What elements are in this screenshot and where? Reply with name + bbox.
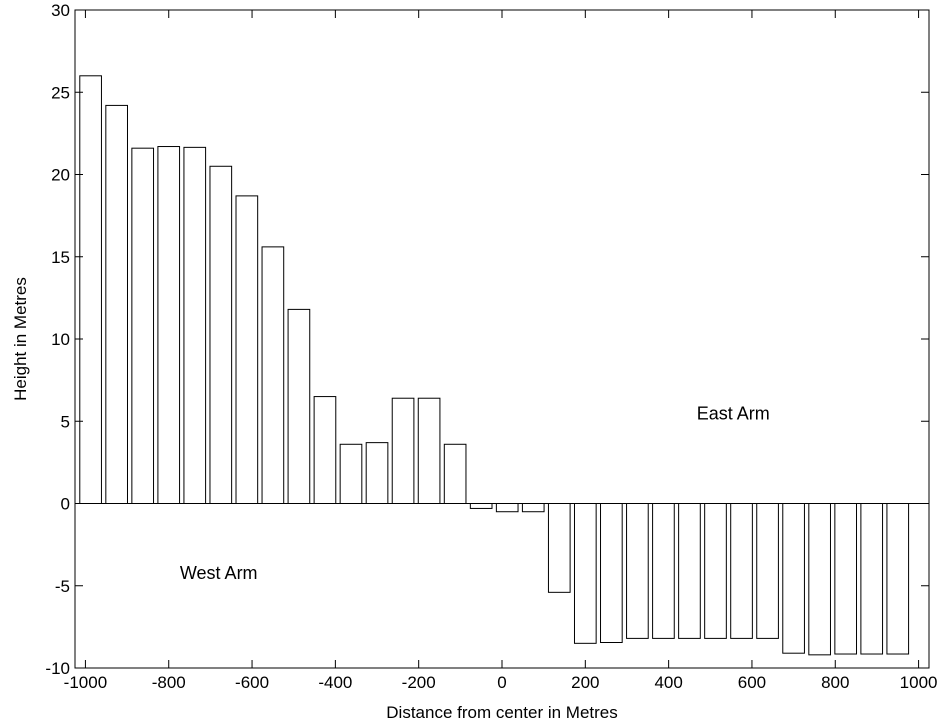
bar (79, 75, 102, 505)
y-tick-label: 20 (51, 166, 70, 185)
x-axis-ticks: -1000 -800 -600 -400 -200 0 200 400 600 800 1000 (64, 10, 938, 692)
bar (183, 146, 207, 504)
bar (261, 246, 285, 504)
bar (131, 147, 155, 504)
bar (521, 503, 545, 513)
bar (886, 503, 910, 655)
bar (678, 503, 701, 639)
bar (547, 503, 571, 593)
y-tick-label: 10 (51, 330, 70, 349)
bar (573, 503, 597, 644)
bar (495, 503, 519, 513)
x-axis-label: Distance from center in Metres (386, 703, 617, 722)
bar (704, 503, 727, 639)
y-tick-label: 25 (51, 83, 70, 102)
bars-group (79, 75, 910, 656)
bar (469, 503, 493, 509)
annotation-west-arm: West Arm (180, 563, 258, 583)
bar (756, 503, 779, 639)
x-tick-label: 400 (654, 673, 682, 692)
bar (391, 397, 415, 504)
x-tick-label: -400 (318, 673, 352, 692)
bar (730, 503, 753, 639)
bar (209, 165, 233, 504)
y-tick-label: 0 (61, 495, 70, 514)
bar (600, 503, 623, 644)
x-tick-label: -600 (235, 673, 269, 692)
bar (157, 146, 181, 504)
y-tick-label: -5 (55, 577, 70, 596)
bar (365, 442, 389, 505)
y-tick-label: -10 (45, 659, 70, 678)
x-tick-label: -1000 (64, 673, 107, 692)
bar (860, 503, 884, 655)
bar (808, 503, 831, 656)
bar (834, 503, 858, 655)
annotation-east-arm: East Arm (697, 404, 770, 424)
y-tick-label: 15 (51, 248, 70, 267)
y-tick-label: 30 (51, 1, 70, 20)
y-axis-label: Height in Metres (11, 277, 30, 401)
y-axis-ticks: -10 -5 0 5 10 15 20 25 30 (45, 1, 929, 678)
x-tick-label: 1000 (900, 673, 938, 692)
bar (105, 104, 128, 504)
bar (313, 396, 337, 505)
x-tick-label: 800 (821, 673, 849, 692)
bar (339, 443, 363, 504)
x-tick-label: 0 (497, 673, 506, 692)
x-tick-label: 600 (738, 673, 766, 692)
x-tick-label: -800 (152, 673, 186, 692)
x-tick-label: -200 (402, 673, 436, 692)
x-tick-label: 200 (571, 673, 599, 692)
bar (235, 195, 259, 504)
bar (626, 503, 649, 639)
bar (782, 503, 805, 654)
bar (443, 443, 467, 504)
bar (652, 503, 675, 639)
bar (417, 397, 441, 504)
y-tick-label: 5 (61, 412, 70, 431)
bar (287, 308, 311, 505)
